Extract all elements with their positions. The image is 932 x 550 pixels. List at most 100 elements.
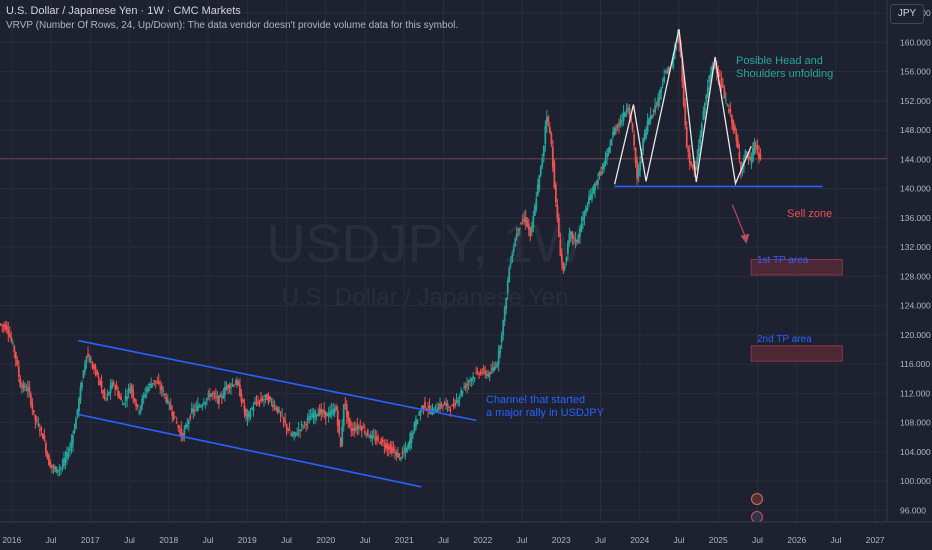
x-tick-label: 2019 <box>238 535 257 545</box>
candle-body <box>121 404 124 406</box>
candle-body <box>284 420 286 423</box>
candle-body <box>154 380 157 383</box>
candle-body <box>49 462 52 468</box>
candle-body <box>615 128 617 130</box>
candle-body <box>273 405 276 407</box>
candle-body <box>547 116 550 123</box>
candle-body <box>61 465 64 467</box>
candle-body <box>293 431 296 436</box>
channel-label-line1: Channel that started <box>486 394 585 406</box>
candle-body <box>509 262 512 265</box>
candle-body <box>544 126 547 144</box>
candle-body <box>708 75 711 83</box>
candle-body <box>264 394 267 397</box>
candle-body <box>374 437 377 441</box>
y-tick-label: 124.000 <box>900 301 931 311</box>
candle-body <box>73 429 76 433</box>
candle-body <box>514 238 517 247</box>
candle-body <box>63 458 65 466</box>
candle-body <box>363 430 366 434</box>
candle-body <box>338 420 341 434</box>
candle-body <box>183 429 186 436</box>
x-tick-label: Jul <box>517 535 528 545</box>
candle-body <box>79 387 82 401</box>
candle-body <box>436 409 438 412</box>
candle-body <box>521 220 524 222</box>
candle-body <box>288 429 291 431</box>
candle-body <box>675 44 678 50</box>
candle-body <box>16 359 19 365</box>
candle-body <box>375 436 378 441</box>
candle-body <box>91 363 94 369</box>
candle-body <box>502 320 505 336</box>
candle-body <box>132 389 135 398</box>
candle-body <box>691 165 694 168</box>
candle-body <box>478 373 481 375</box>
candle-body <box>687 147 690 153</box>
candle-body <box>148 383 151 386</box>
candle-body <box>224 387 226 396</box>
candle-body <box>368 436 371 438</box>
candle-body <box>70 441 73 448</box>
candle-body <box>377 438 380 440</box>
candle-body <box>354 428 357 431</box>
candle-body <box>127 388 130 392</box>
candle-body <box>386 444 389 449</box>
channel-lower-line <box>78 413 422 488</box>
candle-body <box>553 161 556 188</box>
candle-body <box>389 444 392 449</box>
x-tick-label: 2025 <box>709 535 728 545</box>
candle-body <box>67 454 70 456</box>
tp2-box <box>750 345 843 362</box>
candle-body <box>139 405 142 412</box>
candle-body <box>636 160 638 179</box>
candle-body <box>642 137 645 152</box>
candle-body <box>109 385 112 393</box>
candle-body <box>490 371 493 373</box>
candle-body <box>365 433 368 435</box>
x-tick-label: Jul <box>203 535 214 545</box>
x-tick-label: Jul <box>438 535 449 545</box>
candle-body <box>222 394 225 398</box>
candle-body <box>297 429 300 431</box>
candle-body <box>601 166 604 170</box>
candle-body <box>655 103 658 105</box>
candle-body <box>351 428 354 431</box>
candle-body <box>270 402 273 404</box>
candle-body <box>208 395 211 398</box>
candle-body <box>323 409 326 415</box>
candle-body <box>446 403 449 407</box>
candle-body <box>252 407 255 412</box>
candle-body <box>755 144 757 146</box>
candle-body <box>8 333 11 337</box>
candle-body <box>76 409 79 416</box>
candle-body <box>415 418 417 428</box>
candle-body <box>484 370 487 375</box>
candle-body <box>184 424 187 429</box>
candle-body <box>445 402 447 405</box>
candle-body <box>165 396 168 403</box>
candle-body <box>136 404 139 407</box>
candle-body <box>422 405 425 408</box>
candle-body <box>106 393 109 397</box>
tp1-box <box>750 259 843 276</box>
currency-button[interactable]: JPY <box>890 4 924 24</box>
candle-body <box>678 35 681 45</box>
candle-body <box>190 408 193 413</box>
candle-body <box>582 217 584 222</box>
candle-body <box>317 413 320 417</box>
candle-body <box>10 336 13 341</box>
candle-body <box>424 401 426 409</box>
candle-body <box>657 97 660 107</box>
candle-body <box>69 448 71 451</box>
candle-body <box>412 432 414 435</box>
candle-body <box>0 323 2 325</box>
candle-body <box>705 94 708 103</box>
candle-body <box>437 407 440 410</box>
candle-body <box>228 384 231 389</box>
candle-body <box>512 246 515 252</box>
candle-body <box>595 184 598 186</box>
candle-body <box>267 396 270 403</box>
candle-body <box>266 394 268 401</box>
